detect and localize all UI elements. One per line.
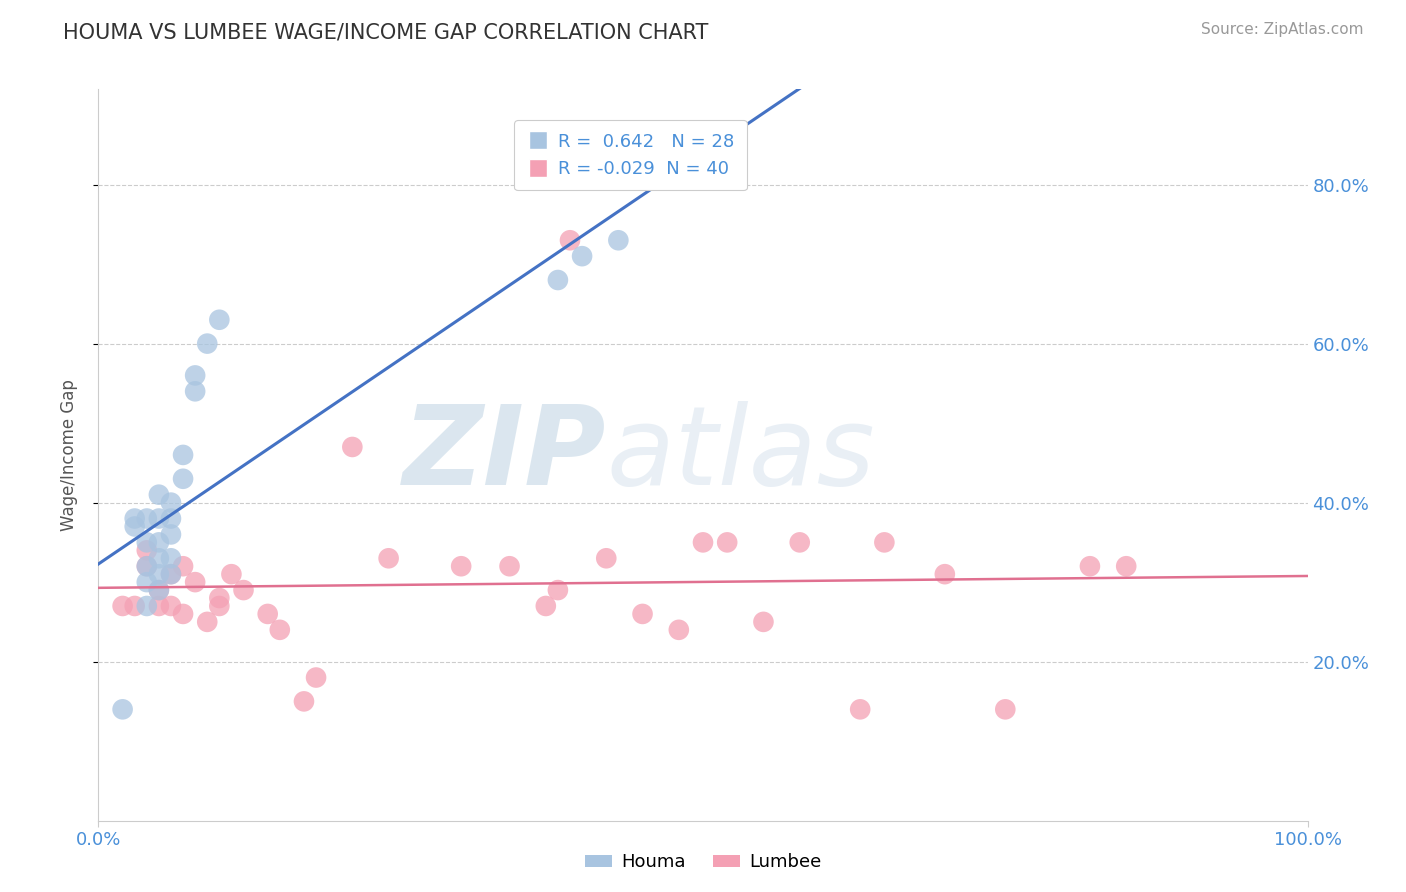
Y-axis label: Wage/Income Gap: Wage/Income Gap <box>59 379 77 531</box>
Text: atlas: atlas <box>606 401 875 508</box>
Point <box>172 448 194 462</box>
Point <box>160 599 183 613</box>
Point <box>789 535 811 549</box>
Point <box>135 511 157 525</box>
Text: ZIP: ZIP <box>402 401 606 508</box>
Text: HOUMA VS LUMBEE WAGE/INCOME GAP CORRELATION CHART: HOUMA VS LUMBEE WAGE/INCOME GAP CORRELAT… <box>63 22 709 42</box>
Point <box>195 615 218 629</box>
Point <box>547 273 569 287</box>
Point <box>208 591 231 605</box>
Point <box>184 368 207 383</box>
Point <box>184 575 207 590</box>
Point <box>135 575 157 590</box>
Point <box>160 551 183 566</box>
Point <box>184 384 207 399</box>
Point <box>148 599 170 613</box>
Point <box>571 249 593 263</box>
Point <box>148 583 170 598</box>
Point <box>595 551 617 566</box>
Point <box>135 543 157 558</box>
Point <box>124 519 146 533</box>
Point <box>160 567 183 582</box>
Point <box>342 440 364 454</box>
Point <box>135 599 157 613</box>
Point <box>450 559 472 574</box>
Point <box>377 551 399 566</box>
Point <box>221 567 243 582</box>
Point <box>172 472 194 486</box>
Text: Source: ZipAtlas.com: Source: ZipAtlas.com <box>1201 22 1364 37</box>
Point <box>607 233 630 247</box>
Point <box>752 615 775 629</box>
Point <box>172 607 194 621</box>
Point <box>547 583 569 598</box>
Point <box>135 535 157 549</box>
Point <box>1115 559 1137 574</box>
Legend: R =  0.642   N = 28, R = -0.029  N = 40: R = 0.642 N = 28, R = -0.029 N = 40 <box>515 120 747 191</box>
Legend: Houma, Lumbee: Houma, Lumbee <box>578 847 828 879</box>
Point <box>692 535 714 549</box>
Point <box>256 607 278 621</box>
Point <box>232 583 254 598</box>
Point <box>195 336 218 351</box>
Point <box>148 567 170 582</box>
Point <box>208 312 231 326</box>
Point <box>631 607 654 621</box>
Point <box>160 495 183 509</box>
Point <box>208 599 231 613</box>
Point <box>292 694 315 708</box>
Point <box>148 535 170 549</box>
Point <box>716 535 738 549</box>
Point <box>534 599 557 613</box>
Point <box>873 535 896 549</box>
Point <box>558 233 581 247</box>
Point <box>135 559 157 574</box>
Point <box>305 671 328 685</box>
Point <box>1078 559 1101 574</box>
Point <box>160 567 183 582</box>
Point <box>668 623 690 637</box>
Point <box>111 702 134 716</box>
Point <box>498 559 520 574</box>
Point <box>172 559 194 574</box>
Point <box>934 567 956 582</box>
Point <box>111 599 134 613</box>
Point <box>148 583 170 598</box>
Point <box>994 702 1017 716</box>
Point <box>124 599 146 613</box>
Point <box>269 623 291 637</box>
Point <box>135 559 157 574</box>
Point <box>160 527 183 541</box>
Point <box>124 511 146 525</box>
Point <box>148 488 170 502</box>
Point <box>849 702 872 716</box>
Point <box>148 511 170 525</box>
Point <box>148 551 170 566</box>
Point <box>160 511 183 525</box>
